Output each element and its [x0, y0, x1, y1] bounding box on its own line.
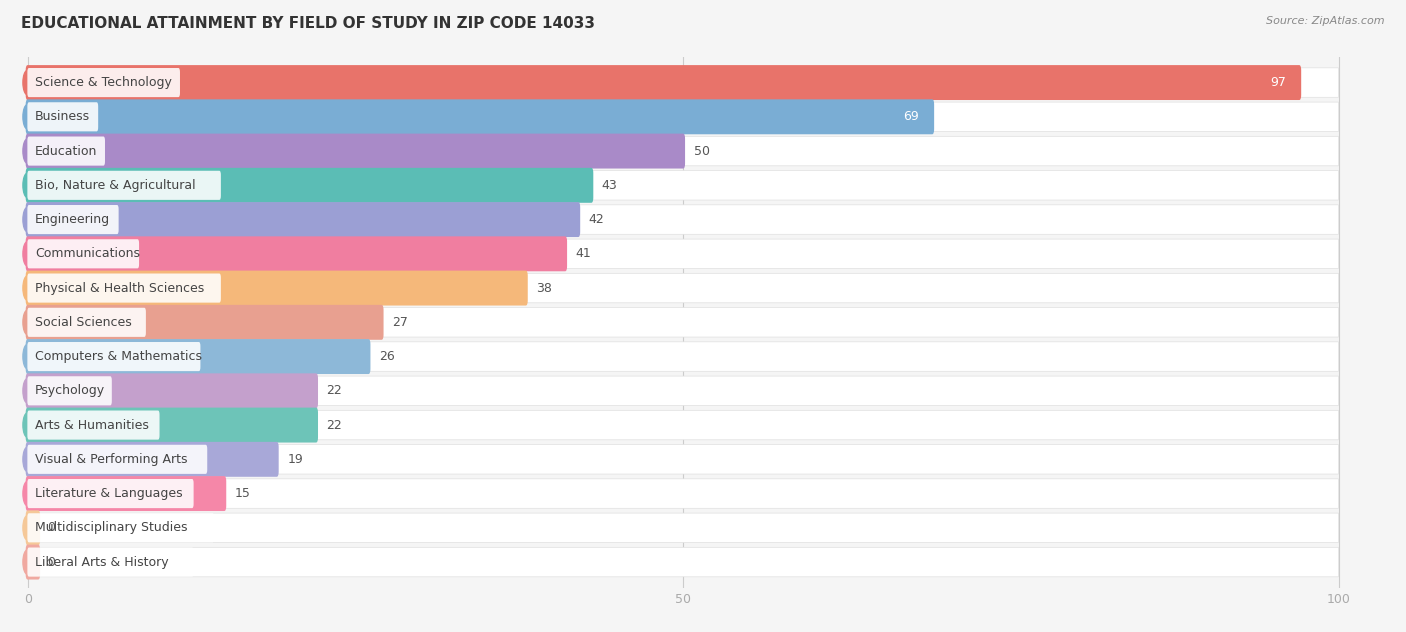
Text: 42: 42: [589, 213, 605, 226]
Text: Multidisciplinary Studies: Multidisciplinary Studies: [35, 521, 187, 534]
Text: Engineering: Engineering: [35, 213, 110, 226]
FancyBboxPatch shape: [27, 274, 221, 303]
Text: 22: 22: [326, 418, 342, 432]
Circle shape: [22, 344, 32, 369]
FancyBboxPatch shape: [28, 205, 1339, 234]
FancyBboxPatch shape: [25, 236, 567, 271]
Text: 69: 69: [903, 111, 920, 123]
FancyBboxPatch shape: [27, 102, 98, 131]
Text: Psychology: Psychology: [35, 384, 105, 398]
FancyBboxPatch shape: [28, 308, 1339, 337]
FancyBboxPatch shape: [27, 137, 105, 166]
FancyBboxPatch shape: [25, 202, 581, 237]
FancyBboxPatch shape: [27, 479, 194, 508]
Circle shape: [22, 379, 32, 403]
Text: Science & Technology: Science & Technology: [35, 76, 172, 89]
Circle shape: [22, 413, 32, 437]
FancyBboxPatch shape: [28, 376, 1339, 406]
FancyBboxPatch shape: [25, 339, 370, 374]
Text: EDUCATIONAL ATTAINMENT BY FIELD OF STUDY IN ZIP CODE 14033: EDUCATIONAL ATTAINMENT BY FIELD OF STUDY…: [21, 16, 595, 31]
FancyBboxPatch shape: [28, 239, 1339, 269]
Text: 19: 19: [287, 453, 302, 466]
FancyBboxPatch shape: [28, 479, 1339, 508]
Circle shape: [22, 207, 32, 232]
Text: 15: 15: [235, 487, 250, 500]
FancyBboxPatch shape: [28, 102, 1339, 131]
Text: 50: 50: [693, 145, 710, 157]
Circle shape: [22, 516, 32, 540]
FancyBboxPatch shape: [25, 374, 318, 408]
Circle shape: [22, 104, 32, 129]
Circle shape: [22, 241, 32, 266]
FancyBboxPatch shape: [27, 171, 221, 200]
Text: 27: 27: [392, 316, 408, 329]
Text: 43: 43: [602, 179, 617, 192]
FancyBboxPatch shape: [27, 376, 112, 405]
Circle shape: [22, 447, 32, 471]
Text: Communications: Communications: [35, 247, 139, 260]
Circle shape: [22, 70, 32, 95]
FancyBboxPatch shape: [28, 410, 1339, 440]
Circle shape: [22, 310, 32, 335]
Text: Physical & Health Sciences: Physical & Health Sciences: [35, 282, 204, 295]
Circle shape: [22, 173, 32, 198]
FancyBboxPatch shape: [28, 513, 1339, 542]
FancyBboxPatch shape: [27, 68, 180, 97]
FancyBboxPatch shape: [25, 545, 41, 580]
Text: Social Sciences: Social Sciences: [35, 316, 132, 329]
FancyBboxPatch shape: [28, 274, 1339, 303]
Circle shape: [22, 276, 32, 300]
FancyBboxPatch shape: [25, 511, 41, 545]
Text: 22: 22: [326, 384, 342, 398]
Text: 26: 26: [380, 350, 395, 363]
FancyBboxPatch shape: [27, 445, 207, 474]
FancyBboxPatch shape: [25, 168, 593, 203]
Circle shape: [22, 481, 32, 506]
Text: Computers & Mathematics: Computers & Mathematics: [35, 350, 202, 363]
FancyBboxPatch shape: [25, 305, 384, 340]
FancyBboxPatch shape: [25, 133, 685, 169]
FancyBboxPatch shape: [27, 240, 139, 269]
FancyBboxPatch shape: [28, 342, 1339, 371]
FancyBboxPatch shape: [25, 270, 527, 305]
FancyBboxPatch shape: [27, 342, 201, 371]
FancyBboxPatch shape: [28, 444, 1339, 474]
Text: Literature & Languages: Literature & Languages: [35, 487, 183, 500]
Text: Liberal Arts & History: Liberal Arts & History: [35, 556, 169, 569]
FancyBboxPatch shape: [25, 99, 934, 134]
Text: Business: Business: [35, 111, 90, 123]
Text: 97: 97: [1270, 76, 1286, 89]
Text: 38: 38: [536, 282, 553, 295]
FancyBboxPatch shape: [28, 137, 1339, 166]
FancyBboxPatch shape: [25, 65, 1301, 100]
FancyBboxPatch shape: [28, 171, 1339, 200]
Circle shape: [22, 550, 32, 574]
Circle shape: [22, 139, 32, 164]
Text: 0: 0: [48, 556, 55, 569]
FancyBboxPatch shape: [28, 547, 1339, 577]
FancyBboxPatch shape: [25, 408, 318, 442]
Text: 41: 41: [575, 247, 592, 260]
Text: Bio, Nature & Agricultural: Bio, Nature & Agricultural: [35, 179, 195, 192]
Text: Visual & Performing Arts: Visual & Performing Arts: [35, 453, 187, 466]
FancyBboxPatch shape: [28, 68, 1339, 97]
FancyBboxPatch shape: [27, 513, 214, 542]
Text: Education: Education: [35, 145, 97, 157]
Text: Source: ZipAtlas.com: Source: ZipAtlas.com: [1267, 16, 1385, 26]
Text: Arts & Humanities: Arts & Humanities: [35, 418, 149, 432]
Text: 0: 0: [48, 521, 55, 534]
FancyBboxPatch shape: [27, 308, 146, 337]
FancyBboxPatch shape: [25, 442, 278, 477]
FancyBboxPatch shape: [27, 411, 159, 440]
FancyBboxPatch shape: [25, 476, 226, 511]
FancyBboxPatch shape: [27, 547, 194, 576]
FancyBboxPatch shape: [27, 205, 118, 234]
